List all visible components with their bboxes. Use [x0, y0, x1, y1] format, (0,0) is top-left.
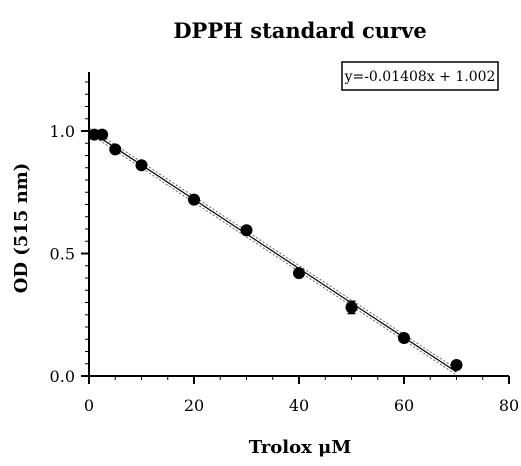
x-tick-label: 20: [184, 396, 204, 415]
data-points: [88, 128, 463, 371]
equation-box-frame: [341, 61, 499, 91]
data-point-marker: [450, 358, 463, 371]
chart-title: DPPH standard curve: [173, 18, 426, 43]
equation-label: y=-0.01408x + 1.002: [344, 69, 496, 85]
data-point-marker: [188, 193, 200, 206]
x-tick-label: 60: [394, 396, 414, 415]
data-point-marker: [240, 224, 253, 237]
data-point: [345, 300, 358, 315]
y-tick-label: 0.0: [50, 367, 75, 386]
equation-box: y=-0.01408x + 1.002: [341, 61, 499, 91]
data-point-marker: [96, 128, 109, 141]
axes: [88, 72, 509, 377]
data-point: [135, 159, 148, 172]
data-point-marker: [398, 332, 410, 345]
y-axis-ticks: 0.0 0.5 1.0: [50, 81, 89, 386]
confidence-band: [88, 127, 457, 376]
y-axis-label: OD (515 nm): [11, 163, 32, 294]
data-point-marker: [345, 301, 358, 314]
data-point-marker: [135, 159, 148, 172]
data-point: [293, 267, 305, 280]
data-point-marker: [293, 267, 305, 280]
data-point: [240, 224, 253, 237]
x-tick-label: 0: [84, 396, 94, 415]
x-tick-label: 40: [289, 396, 309, 415]
x-axis-label: Trolox μM: [249, 437, 352, 458]
regression-line-path: [88, 130, 457, 373]
confidence-band-line: [88, 133, 457, 376]
x-tick-label: 80: [499, 396, 519, 415]
confidence-band-line: [88, 127, 457, 370]
regression-line: [88, 130, 457, 373]
data-point: [96, 128, 109, 141]
x-axis-ticks: 0 20 40 60 80: [84, 376, 519, 415]
y-tick-label: 1.0: [50, 122, 75, 141]
data-point: [450, 358, 463, 371]
data-point-marker: [109, 143, 122, 156]
y-tick-label: 0.5: [50, 245, 75, 264]
data-point: [109, 143, 122, 156]
data-point: [188, 193, 200, 206]
data-point: [398, 332, 410, 345]
